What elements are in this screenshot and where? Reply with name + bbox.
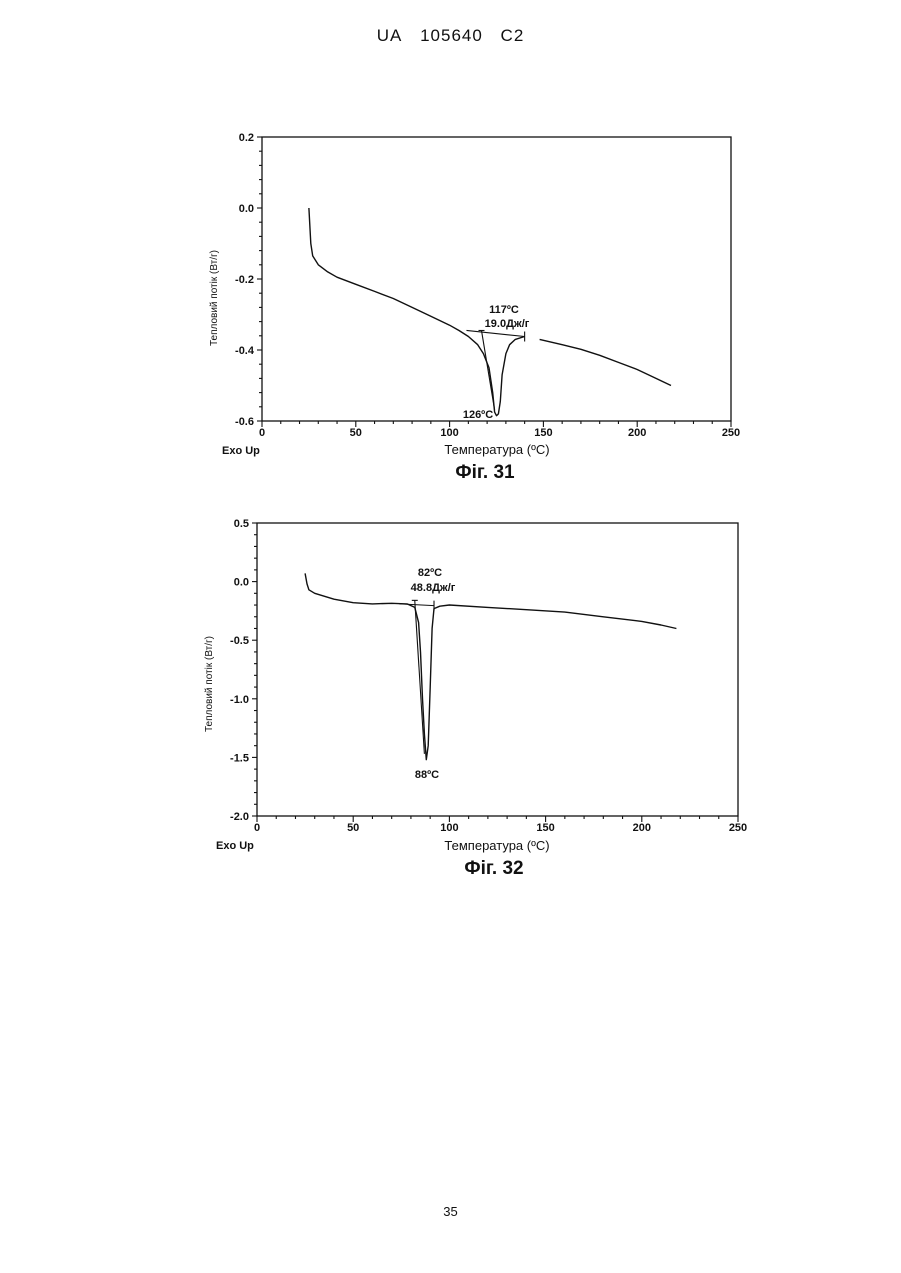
y-tick-label: -1.5 xyxy=(230,752,249,764)
y-axis-label: Тепловий потік (Вт/г) xyxy=(204,636,215,732)
y-tick-label: 0.5 xyxy=(234,518,249,530)
page-number: 35 xyxy=(0,1204,901,1219)
peak-temperature-label: 88ºC xyxy=(415,769,439,781)
y-tick-label: -0.5 xyxy=(230,635,249,647)
y-tick-label: -1.0 xyxy=(230,694,249,706)
x-axis-ticks: 0 50 100 150 200 250 xyxy=(254,816,747,834)
onset-temperature-label: 82ºC xyxy=(418,567,442,579)
exo-up-label: Exo Up xyxy=(216,840,254,852)
figure-caption: Фіг. 32 xyxy=(464,858,523,879)
x-tick-label: 0 xyxy=(254,822,260,834)
data-series xyxy=(305,573,676,759)
heat-flow-curve xyxy=(305,573,676,759)
x-tick-label: 200 xyxy=(633,822,651,834)
chart-frame xyxy=(257,523,738,816)
y-axis-ticks: 0.5 0.0 -0.5 -1.0 -1.5 -2.0 xyxy=(230,518,257,823)
x-tick-label: 100 xyxy=(440,822,458,834)
enthalpy-label: 48.8Дж/г xyxy=(411,582,456,594)
x-tick-label: 50 xyxy=(347,822,359,834)
dsc-chart-fig32: 0.5 0.0 -0.5 -1.0 -1.5 -2.0 0 50 100 150 200 250 Т… xyxy=(0,0,901,900)
onset-tangent-line xyxy=(415,600,425,754)
baseline-line xyxy=(399,604,434,606)
x-tick-label: 250 xyxy=(729,822,747,834)
y-tick-label: -2.0 xyxy=(230,811,249,823)
y-tick-label: 0.0 xyxy=(234,577,249,589)
x-tick-label: 150 xyxy=(536,822,554,834)
x-axis-label: Температура (ºC) xyxy=(444,838,549,853)
